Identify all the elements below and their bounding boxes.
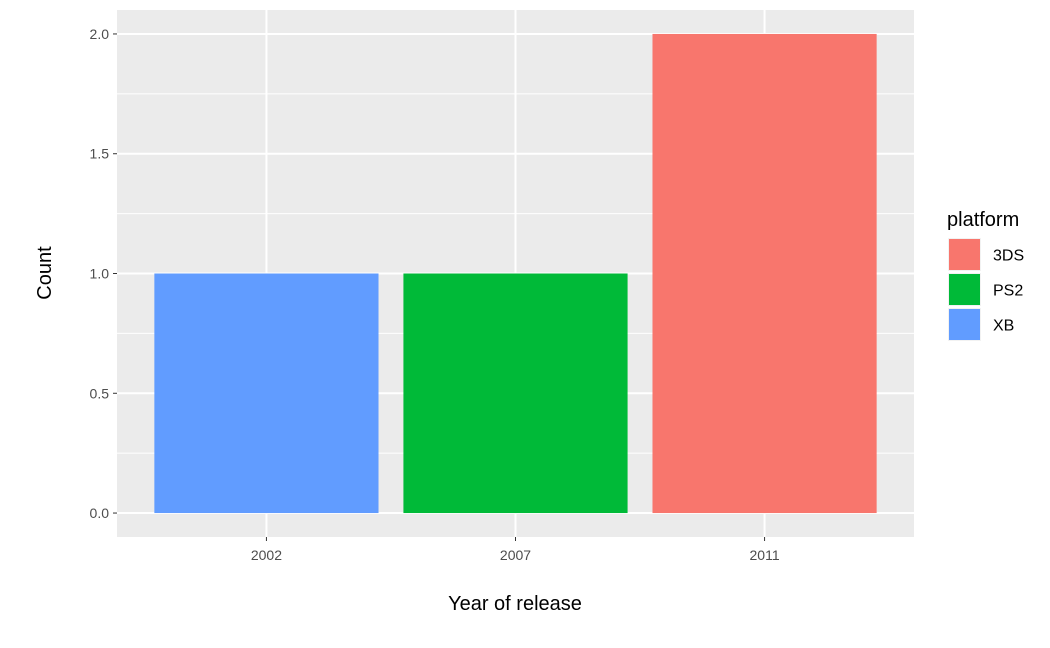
bar-2007-ps2 xyxy=(403,273,628,514)
y-tick-label: 0.5 xyxy=(90,385,110,401)
y-axis-title: Count xyxy=(34,246,56,300)
legend-title: platform xyxy=(947,209,1019,231)
bar-2011-3ds xyxy=(652,33,877,514)
bars xyxy=(154,33,877,514)
legend-swatch-ps2 xyxy=(949,274,980,305)
legend-label-ps2: PS2 xyxy=(993,283,1023,300)
legend-swatch-3ds xyxy=(949,239,980,270)
legend-label-xb: XB xyxy=(993,318,1014,335)
y-tick-label: 1.5 xyxy=(90,146,110,162)
x-tick-label: 2011 xyxy=(750,547,780,563)
bar-2002-xb xyxy=(154,273,379,514)
x-tick-label: 2002 xyxy=(251,547,282,563)
y-axis: 0.0 0.5 1.0 1.5 2.0 xyxy=(90,26,117,521)
x-axis-title: Year of release xyxy=(448,593,582,615)
legend: platform 3DS PS2 XB xyxy=(947,209,1024,341)
y-tick-label: 0.0 xyxy=(90,505,110,521)
y-tick-label: 1.0 xyxy=(90,266,110,282)
x-axis: 2002 2007 2011 xyxy=(251,537,780,563)
x-tick-label: 2007 xyxy=(500,547,531,563)
y-tick-label: 2.0 xyxy=(90,26,110,42)
legend-label-3ds: 3DS xyxy=(993,248,1024,265)
legend-swatch-xb xyxy=(949,309,980,340)
